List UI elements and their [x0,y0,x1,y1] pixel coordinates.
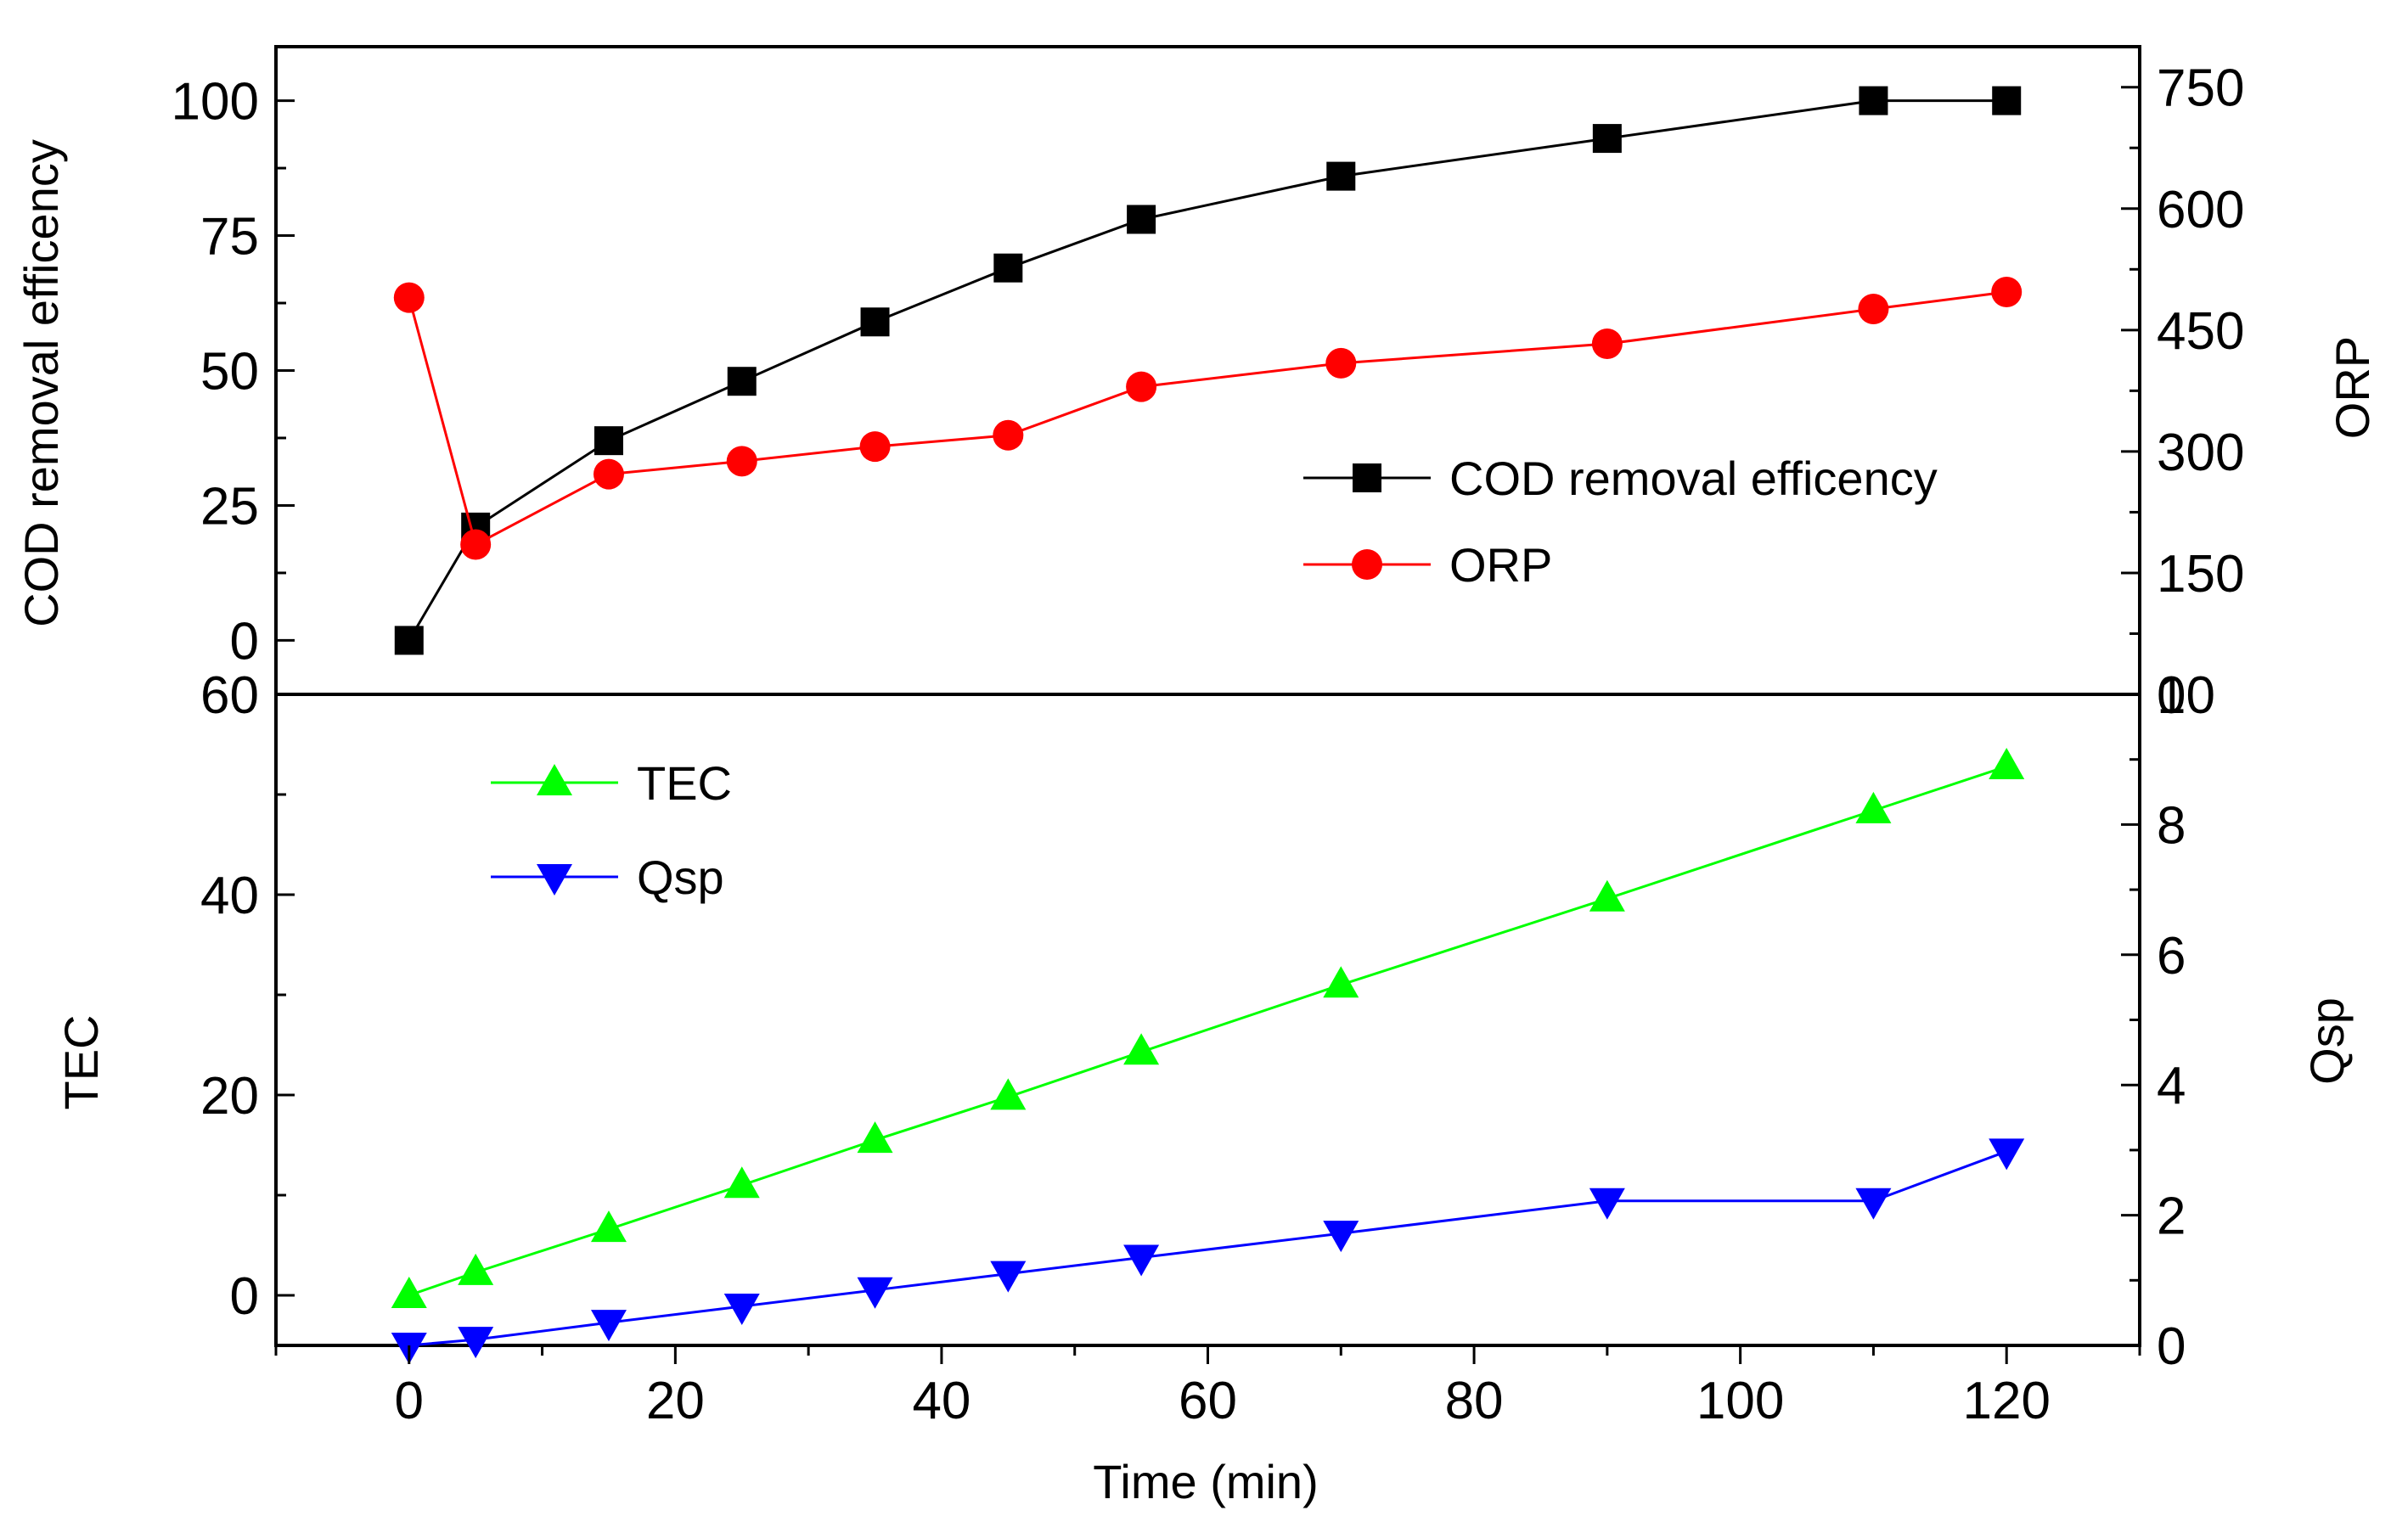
top-right-tick-label: 600 [2157,181,2244,239]
data-point-qsp [1323,1221,1359,1253]
data-point-orp [1126,371,1157,402]
data-point-tec [1855,791,1892,823]
x-tick-label: 20 [646,1372,705,1430]
x-tick-label: 80 [1445,1372,1504,1430]
data-point-tec [723,1166,760,1199]
x-tick-label: 60 [1179,1372,1237,1430]
x-tick-label: 0 [395,1372,424,1430]
legend-label-tec: TEC [637,756,732,810]
bottom-right-tick-label: 0 [2157,1317,2186,1376]
x-tick-label: 100 [1696,1372,1784,1430]
data-point-orp [1591,328,1623,360]
bottom-panel: 0 20 40 60 0 2 4 6 8 10 TEC Qsp [54,666,2354,1376]
data-point-cod-removal-efficency [1326,161,1356,191]
data-point-qsp [1123,1244,1160,1277]
data-point-tec [1323,966,1359,998]
data-point-orp [1858,294,1889,325]
data-point-tec [458,1253,494,1285]
legend-label-qsp: Qsp [637,851,724,904]
data-point-tec [1989,747,2025,779]
top-right-tick-label: 300 [2157,424,2244,482]
data-point-tec [857,1121,893,1154]
data-point-orp [726,446,757,477]
bottom-left-tick-label: 20 [200,1067,259,1126]
bottom-left-tick-label: 0 [230,1267,259,1326]
data-point-qsp [857,1277,893,1309]
data-point-orp [1991,276,2023,307]
data-point-tec [1589,879,1625,912]
data-point-qsp [1989,1138,2025,1171]
data-point-qsp [1589,1188,1625,1220]
data-point-orp [859,431,891,463]
data-point-orp [1325,347,1357,379]
bottom-right-tick-label: 6 [2157,927,2186,986]
data-point-cod-removal-efficency [1592,124,1622,154]
top-left-tick-label: 50 [200,343,259,402]
data-point-qsp [990,1261,1027,1293]
top-right-tick-label: 0 [2157,666,2186,725]
legend-marker-cod-removal-efficency [1353,463,1381,492]
series-line-orp [408,290,2007,547]
data-point-cod-removal-efficency [1859,86,1888,115]
legends: COD removal efficency ORP TEC Qsp [491,452,1938,904]
data-point-orp [460,529,492,560]
legend-label-cod-removal-efficency: COD removal efficency [1449,452,1938,505]
bottom-left-tick-label: 60 [200,666,259,725]
top-right-tick-label: 450 [2157,302,2244,361]
data-point-orp [393,282,425,313]
legend-marker-tec [537,764,572,795]
plot-frame [274,45,2141,1347]
x-tick-label: 40 [912,1372,971,1430]
data-point-qsp [590,1310,627,1342]
top-right-axis-title: ORP [2326,336,2379,439]
top-left-tick-label: 25 [200,477,259,536]
top-left-tick-label: 100 [172,73,259,132]
legend-marker-orp [1352,549,1382,580]
bottom-right-tick-label: 8 [2157,796,2186,855]
data-point-tec [391,1277,427,1308]
top-right-tick-label: 750 [2157,59,2244,118]
data-point-tec [590,1210,627,1243]
top-left-tick-label: 0 [230,612,259,671]
data-point-cod-removal-efficency [394,626,424,655]
legend-label-orp: ORP [1449,538,1552,592]
x-tick-label: 120 [1962,1372,2050,1430]
data-point-cod-removal-efficency [1127,205,1156,234]
data-point-cod-removal-efficency [1992,86,2022,115]
data-point-tec [1123,1033,1160,1065]
series-line-cod-removal-efficency [408,99,2007,642]
bottom-right-axis-title: Qsp [2300,997,2354,1085]
top-right-tick-label: 150 [2157,545,2244,604]
data-point-qsp [723,1293,760,1325]
data-point-qsp [458,1327,494,1359]
data-point-cod-removal-efficency [727,367,757,396]
data-point-qsp [1855,1188,1892,1220]
data-point-orp [593,458,624,490]
data-point-orp [993,419,1024,451]
x-axis-title: Time (min) [1093,1455,1318,1508]
bottom-left-axis-title: TEC [54,1015,108,1110]
legend-marker-qsp [537,864,572,896]
data-point-cod-removal-efficency [993,253,1023,283]
data-point-cod-removal-efficency [860,307,890,337]
top-left-tick-label: 75 [200,208,259,267]
data-point-tec [990,1078,1027,1110]
x-axis: 0 20 40 60 80 100 120 Time (min) [274,1345,2141,1508]
top-left-axis-title: COD removal efficency [14,139,68,627]
bottom-left-tick-label: 40 [200,867,259,925]
series-line-qsp [408,1150,2007,1347]
bottom-right-tick-label: 4 [2157,1057,2186,1115]
top-panel: 0 25 50 75 100 0 150 300 450 600 750 COD removal ef… [14,59,2379,725]
bottom-right-tick-label: 2 [2157,1188,2186,1246]
data-point-cod-removal-efficency [594,426,623,456]
bottom-right-tick-label: 10 [2157,666,2215,725]
series-line-tec [408,765,2007,1297]
